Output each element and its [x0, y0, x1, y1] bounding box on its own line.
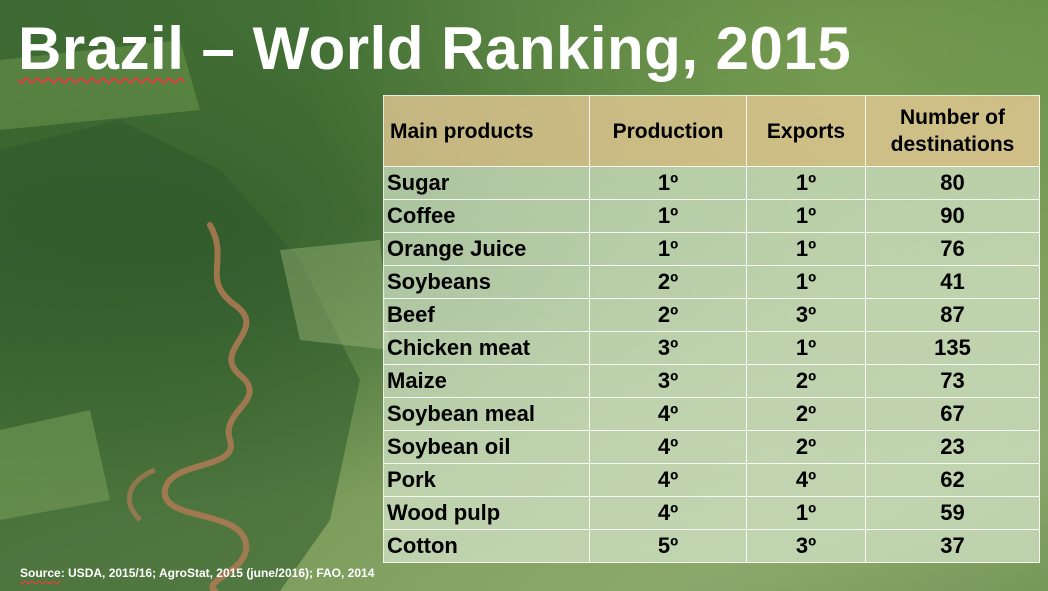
table-row: Pork 4º 4º 62 [383, 463, 1040, 497]
cell-destinations: 59 [865, 496, 1040, 530]
cell-production: 3º [589, 364, 747, 398]
field-patch [0, 410, 110, 520]
winding-river [161, 222, 253, 591]
cell-exports: 3º [746, 298, 866, 332]
table-row: Coffee 1º 1º 90 [383, 199, 1040, 233]
ranking-table: Main products Production Exports Number … [383, 95, 1040, 563]
cell-product: Orange Juice [383, 232, 590, 266]
cell-production: 4º [589, 463, 747, 497]
cell-product: Wood pulp [383, 496, 590, 530]
table-row: Sugar 1º 1º 80 [383, 166, 1040, 200]
table-row: Wood pulp 4º 1º 59 [383, 496, 1040, 530]
cell-production: 2º [589, 265, 747, 299]
cell-production: 4º [589, 397, 747, 431]
table-row: Beef 2º 3º 87 [383, 298, 1040, 332]
table-row: Maize 3º 2º 73 [383, 364, 1040, 398]
cell-product: Coffee [383, 199, 590, 233]
cell-destinations: 73 [865, 364, 1040, 398]
cell-exports: 2º [746, 430, 866, 464]
cell-product: Maize [383, 364, 590, 398]
header-number-of-destinations: Number of destinations [865, 95, 1040, 167]
cell-production: 1º [589, 199, 747, 233]
cell-production: 1º [589, 166, 747, 200]
field-patch [280, 240, 390, 350]
title-rest: – World Ranking, 2015 [184, 15, 852, 82]
header-main-products: Main products [383, 95, 590, 167]
table-row: Soybeans 2º 1º 41 [383, 265, 1040, 299]
cell-production: 4º [589, 496, 747, 530]
source-label: Source [20, 566, 61, 580]
cell-exports: 4º [746, 463, 866, 497]
winding-river [126, 467, 157, 522]
cell-destinations: 76 [865, 232, 1040, 266]
cell-product: Chicken meat [383, 331, 590, 365]
cell-exports: 1º [746, 199, 866, 233]
cell-product: Soybeans [383, 265, 590, 299]
cell-destinations: 90 [865, 199, 1040, 233]
cell-product: Pork [383, 463, 590, 497]
cell-product: Beef [383, 298, 590, 332]
cell-exports: 1º [746, 232, 866, 266]
cell-production: 4º [589, 430, 747, 464]
cell-exports: 1º [746, 166, 866, 200]
cell-destinations: 67 [865, 397, 1040, 431]
header-exports: Exports [746, 95, 866, 167]
cell-destinations: 87 [865, 298, 1040, 332]
table-row: Soybean oil 4º 2º 23 [383, 430, 1040, 464]
cell-product: Sugar [383, 166, 590, 200]
cell-production: 3º [589, 331, 747, 365]
table-row: Cotton 5º 3º 37 [383, 529, 1040, 563]
table-row: Orange Juice 1º 1º 76 [383, 232, 1040, 266]
table-header-row: Main products Production Exports Number … [383, 95, 1040, 167]
field-patch [0, 40, 200, 130]
header-production: Production [589, 95, 747, 167]
dark-forest-area [0, 120, 360, 591]
slide-title: Brazil – World Ranking, 2015 [18, 14, 851, 84]
cell-exports: 2º [746, 397, 866, 431]
cell-exports: 1º [746, 265, 866, 299]
cell-destinations: 23 [865, 430, 1040, 464]
cell-production: 2º [589, 298, 747, 332]
cell-destinations: 80 [865, 166, 1040, 200]
cell-destinations: 62 [865, 463, 1040, 497]
cell-product: Cotton [383, 529, 590, 563]
cell-exports: 1º [746, 331, 866, 365]
cell-destinations: 41 [865, 265, 1040, 299]
table-row: Soybean meal 4º 2º 67 [383, 397, 1040, 431]
cell-production: 1º [589, 232, 747, 266]
cell-exports: 1º [746, 496, 866, 530]
source-note: Source: USDA, 2015/16; AgroStat, 2015 (j… [20, 566, 374, 580]
table-row: Chicken meat 3º 1º 135 [383, 331, 1040, 365]
cell-exports: 3º [746, 529, 866, 563]
cell-product: Soybean oil [383, 430, 590, 464]
cell-exports: 2º [746, 364, 866, 398]
cell-product: Soybean meal [383, 397, 590, 431]
cell-destinations: 135 [865, 331, 1040, 365]
cell-destinations: 37 [865, 529, 1040, 563]
cell-production: 5º [589, 529, 747, 563]
title-first-word: Brazil [18, 15, 185, 82]
source-text: : USDA, 2015/16; AgroStat, 2015 (june/20… [60, 566, 375, 580]
